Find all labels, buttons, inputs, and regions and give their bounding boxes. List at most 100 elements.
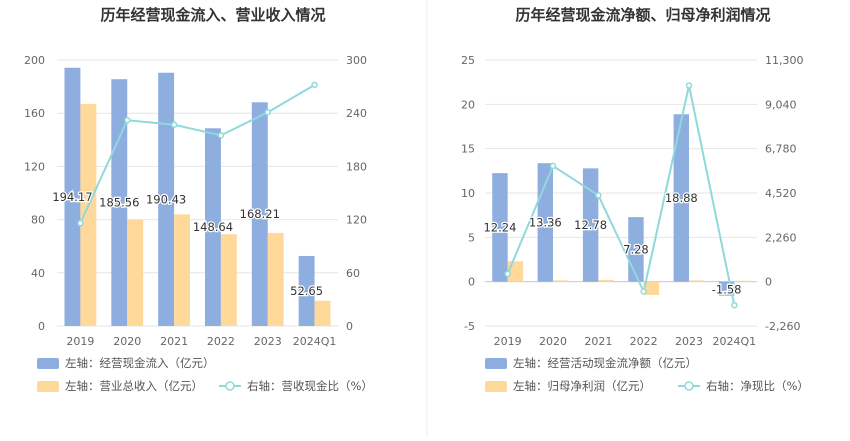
chart-title: 历年经营现金流入、营业收入情况 [100, 6, 325, 24]
bar-data-label: 52.65 [290, 284, 323, 298]
chart-net-cashflow-profit: 历年经营现金流净额、归母净利润情况 -5 0 5 10 15 20 25 -2,260 0 2,26… [461, 6, 809, 393]
bar-data-label: 13.36 [529, 215, 562, 229]
bar-secondary [734, 280, 750, 282]
legend-axis-prefix: 左轴： [513, 356, 548, 370]
bar-primary [111, 79, 128, 326]
bar-secondary [507, 261, 524, 282]
y-right-tick-label: 2,260 [765, 231, 797, 244]
line-point [731, 301, 738, 309]
legend-axis-prefix: 左轴： [65, 356, 100, 370]
y-left-tick-label: 15 [461, 143, 475, 156]
bar-data-label: 148.64 [193, 220, 233, 234]
x-tick-label: 2019 [494, 335, 522, 348]
y-left-tick-label: 0 [38, 320, 45, 333]
y-right-tick-label: 9,040 [765, 98, 797, 111]
bar-secondary [220, 234, 237, 326]
x-tick-label: 2024Q1 [293, 335, 337, 348]
y-left-tick-label: 20 [461, 98, 475, 111]
line-point [504, 270, 511, 278]
line-point [549, 162, 557, 170]
line-point [264, 109, 271, 116]
line-point [77, 219, 84, 227]
bar-data-label: 194.17 [52, 190, 92, 204]
y-right-tick-label: -2,260 [765, 320, 800, 333]
line-point [685, 82, 693, 89]
legend-text: 归母净利润（亿元） [548, 379, 652, 393]
x-tick-label: 2021 [584, 335, 612, 348]
x-tick-label: 2023 [675, 335, 703, 348]
bar-primary [204, 128, 221, 326]
x-tick-label: 2019 [66, 335, 94, 348]
bar-data-label: 190.43 [146, 192, 186, 206]
y-right-tick-label: 11,300 [765, 54, 804, 67]
y-left-tick-label: 25 [461, 54, 475, 67]
y-right-tick-label: 180 [346, 160, 367, 173]
chart-title: 历年经营现金流净额、归母净利润情况 [515, 6, 770, 24]
bar-secondary [127, 219, 144, 326]
bar-primary [251, 102, 268, 326]
y-left-tick-label: 10 [461, 187, 475, 200]
legend-label: 左轴：营业总收入（亿元） [65, 379, 203, 393]
x-tick-label: 2023 [254, 335, 282, 348]
bar-primary [673, 114, 689, 282]
y-left-tick-label: 120 [24, 160, 45, 173]
line-point [170, 121, 178, 128]
y-left-tick-label: 40 [31, 267, 45, 280]
legend-text: 经营现金流入（亿元） [100, 356, 215, 370]
x-tick-label: 2022 [630, 335, 658, 348]
legend-marker [225, 381, 235, 391]
line-point [124, 117, 131, 124]
legend-text: 营收现金比（%） [282, 379, 373, 393]
legend-label: 左轴：归母净利润（亿元） [513, 379, 651, 393]
bar-data-label: 12.78 [574, 218, 607, 232]
legend-swatch [485, 381, 507, 392]
legend-swatch [37, 381, 59, 392]
y-left-tick-label: 80 [31, 214, 45, 227]
y-right-tick-label: 120 [346, 214, 367, 227]
bar-data-label: 18.88 [665, 191, 698, 205]
y-left-tick-label: 5 [468, 231, 475, 244]
x-tick-label: 2020 [113, 335, 141, 348]
bar-data-label: 185.56 [99, 196, 139, 210]
bar-secondary [314, 300, 331, 326]
bar-secondary [267, 232, 284, 326]
bar-secondary [643, 281, 660, 295]
legend-label: 右轴：营收现金比（%） [247, 379, 373, 393]
y-right-tick-label: 240 [346, 107, 367, 120]
y-right-tick-label: 0 [346, 320, 353, 333]
line-series [79, 83, 316, 224]
legend-swatch [485, 358, 507, 369]
y-left-tick-label: 0 [468, 276, 475, 289]
legend-label: 右轴：净现比（%） [706, 379, 809, 393]
y-left-tick-label: 160 [24, 107, 45, 120]
bar-secondary [689, 280, 705, 282]
legend-axis-prefix: 右轴： [247, 379, 282, 393]
y-right-tick-label: 0 [765, 276, 772, 289]
x-tick-label: 2022 [207, 335, 235, 348]
line-series [506, 85, 736, 306]
legend-axis-prefix: 左轴： [513, 379, 548, 393]
y-right-tick-label: 6,780 [765, 143, 797, 156]
line-point [640, 288, 647, 295]
y-right-tick-label: 4,520 [765, 187, 797, 200]
chart-cash-inflow-revenue: 历年经营现金流入、营业收入情况 0 40 80 120 160 200 0 60 120 180 24… [24, 6, 373, 393]
legend-swatch [37, 358, 59, 369]
x-tick-label: 2021 [160, 335, 188, 348]
legend-text: 经营活动现金流净额（亿元） [548, 356, 698, 370]
bar-primary [582, 168, 599, 282]
bar-secondary [553, 280, 569, 282]
bar-data-label: 7.28 [623, 242, 649, 256]
y-right-tick-label: 60 [346, 267, 360, 280]
legend-text: 净现比（%） [741, 379, 809, 393]
bar-primary [158, 72, 175, 326]
legend-label: 左轴：经营现金流入（亿元） [65, 356, 215, 370]
legend-axis-prefix: 左轴： [65, 379, 100, 393]
legend-label: 左轴：经营活动现金流净额（亿元） [513, 356, 697, 370]
x-tick-label: 2024Q1 [713, 335, 757, 348]
bar-secondary [174, 214, 191, 326]
line-point [311, 81, 318, 89]
bar-data-label: -1.58 [712, 283, 742, 297]
bar-primary [298, 255, 315, 326]
y-right-tick-label: 300 [346, 54, 367, 67]
